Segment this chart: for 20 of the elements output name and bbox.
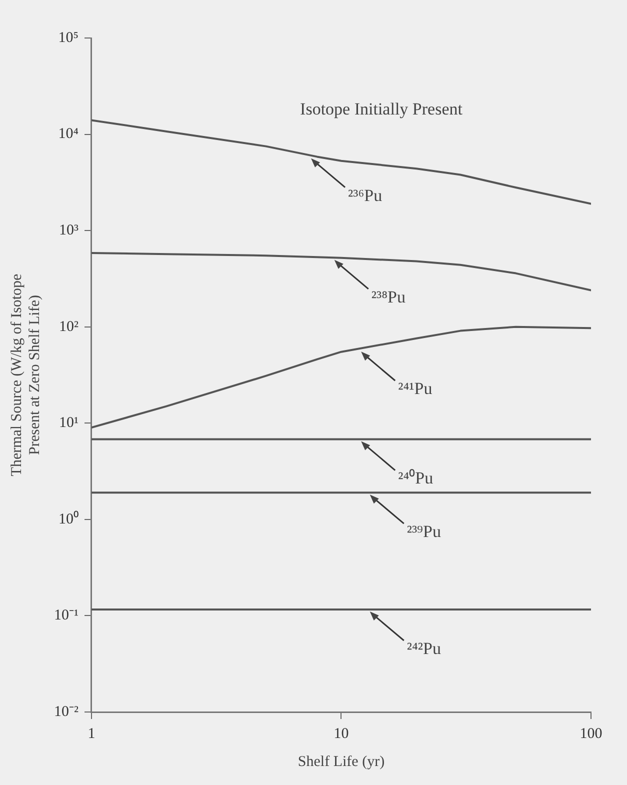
y-tick-label: 10⁵	[58, 30, 78, 46]
annotation: ²³⁸Pu	[371, 287, 406, 306]
annotation: Isotope Initially Present	[300, 99, 463, 118]
annotation: ²³⁹Pu	[406, 522, 442, 542]
x-tick-label: 1	[88, 726, 96, 742]
y-tick-label: 10⁻¹	[54, 608, 78, 624]
annotation: ²⁴²Pu	[406, 638, 442, 658]
annotation: ²³⁶Pu	[348, 186, 383, 205]
y-tick-label: 10¹	[58, 415, 78, 432]
y-tick-label: 10⁻²	[54, 704, 79, 720]
x-tick-label: 100	[580, 726, 602, 742]
y-axis-title: Thermal Source (W/kg of Isotope Present at Zero Shelf Life)	[8, 273, 43, 476]
y-tick-label: 10³	[58, 222, 79, 239]
y-tick-label: 10⁴	[58, 126, 78, 142]
y-tick-label: 10⁰	[58, 510, 78, 528]
annotation: ²⁴⁰Pu	[398, 468, 434, 488]
x-axis-title: Shelf Life (yr)	[298, 754, 385, 770]
y-tick-label: 10²	[58, 318, 79, 335]
x-tick-label: 10	[334, 726, 349, 742]
annotation: ²⁴¹Pu	[398, 379, 433, 398]
